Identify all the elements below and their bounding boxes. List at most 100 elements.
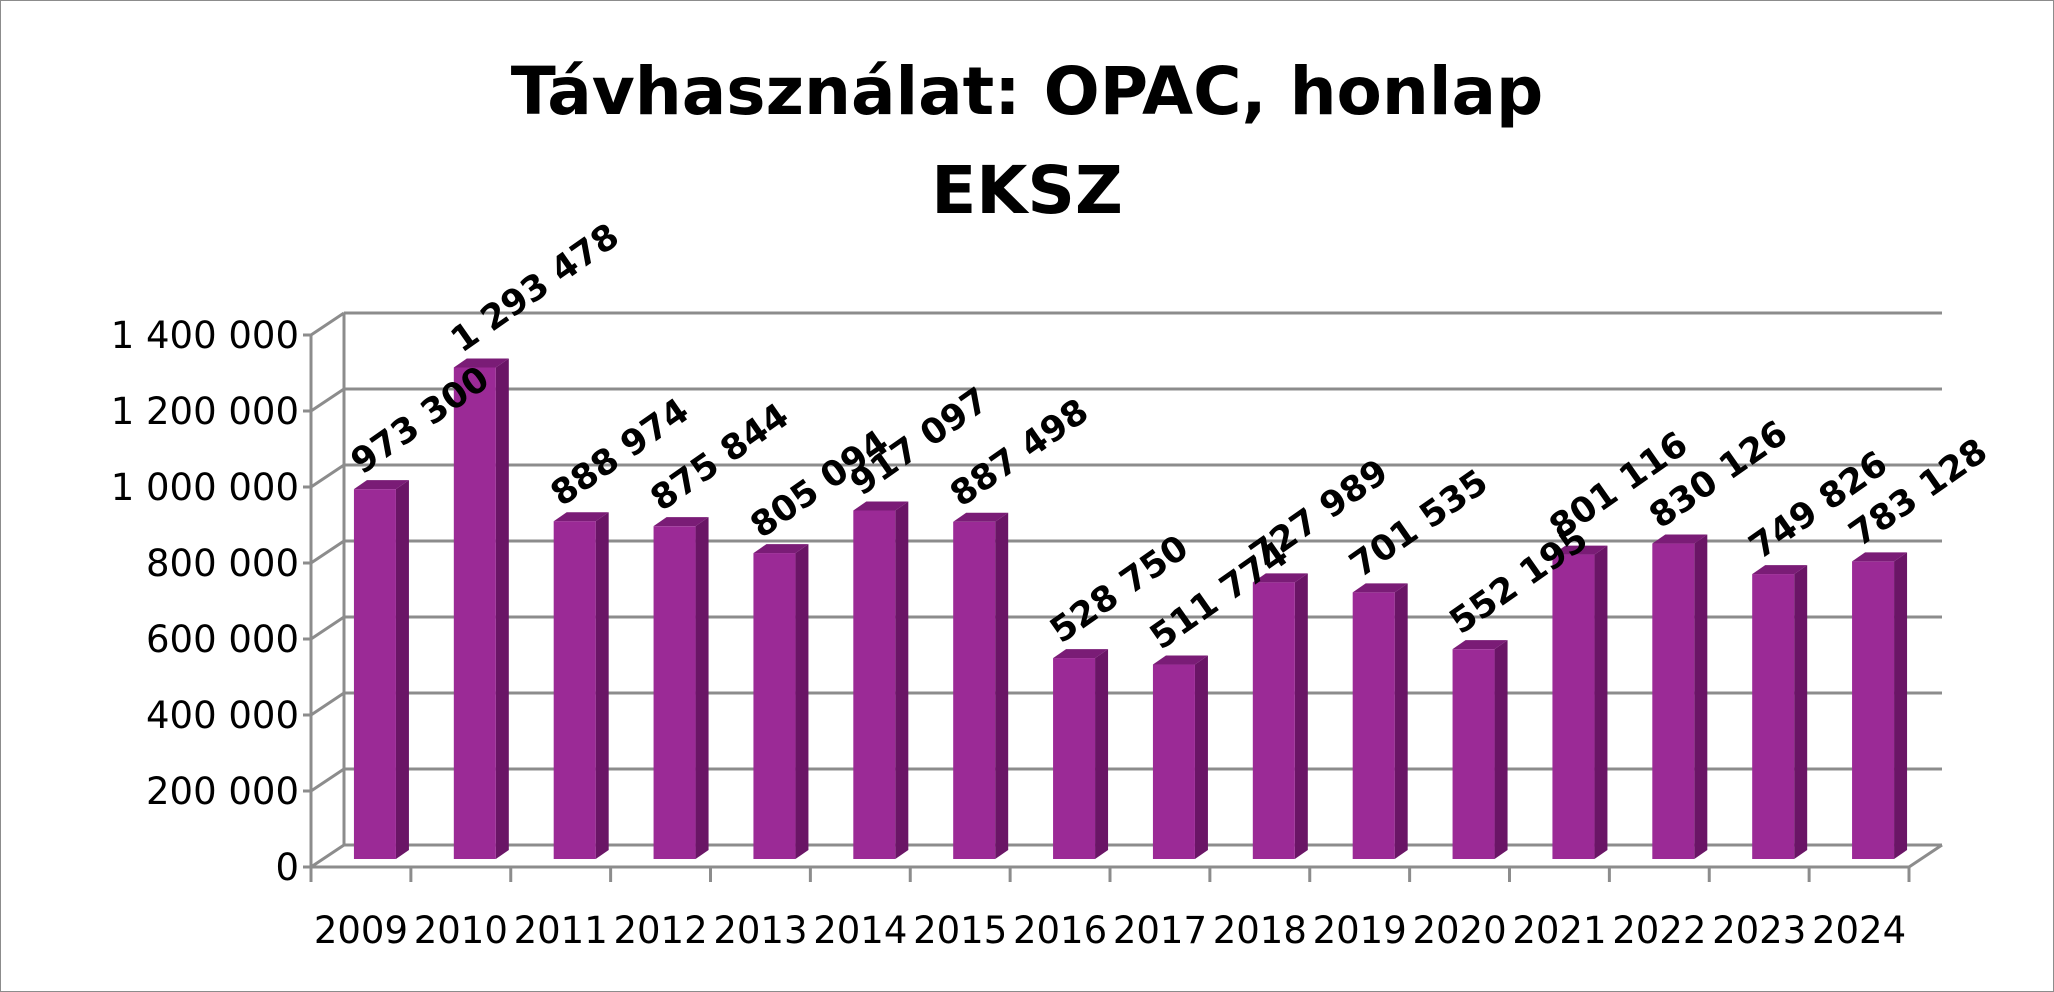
x-tick-label: 2023 (1712, 909, 1806, 952)
bar-top (653, 517, 709, 527)
bars-layer (353, 358, 1908, 859)
bar-top (1652, 534, 1708, 544)
bar-top (1053, 649, 1109, 659)
bar-side (1794, 565, 1808, 859)
bar (1852, 561, 1895, 859)
bar-side (495, 358, 509, 859)
bar (453, 367, 496, 859)
gridline-wall (310, 311, 345, 337)
bar-side (995, 512, 1009, 859)
bar-2019 (1352, 583, 1408, 859)
bar-2009 (353, 480, 409, 859)
gridline-wall (310, 843, 345, 869)
bar-side (1594, 545, 1608, 859)
bar-top (353, 480, 409, 490)
chart-subtitle: EKSZ (931, 152, 1123, 229)
bar-top (753, 544, 809, 554)
bar-top (1452, 640, 1508, 650)
y-tick-label: 0 (275, 846, 299, 889)
bar (1352, 592, 1395, 859)
bar-top (1752, 565, 1808, 575)
x-tick-label: 2016 (1013, 909, 1107, 952)
bar (653, 526, 696, 859)
bar-2012 (653, 517, 709, 859)
bar (353, 489, 396, 859)
y-tick-label: 600 000 (146, 618, 299, 661)
bar-top (853, 501, 909, 511)
x-tick-label: 2019 (1313, 909, 1407, 952)
y-tick-label: 1 000 000 (111, 466, 299, 509)
bar-2010 (453, 358, 509, 859)
bar-2016 (1053, 649, 1109, 859)
bar-side (1894, 552, 1908, 859)
bar-side (1694, 534, 1708, 859)
bar-2014 (853, 501, 909, 859)
x-tick-label: 2021 (1512, 909, 1606, 952)
x-tick-label: 2020 (1412, 909, 1506, 952)
bar-side (1294, 573, 1308, 859)
bar-2015 (953, 512, 1009, 859)
bar-side (595, 512, 609, 859)
bar-2018 (1252, 573, 1308, 859)
x-tick-label: 2024 (1812, 909, 1906, 952)
x-tick-label: 2022 (1612, 909, 1706, 952)
bar-2023 (1752, 565, 1808, 859)
bar (953, 521, 996, 859)
x-tick-label: 2015 (913, 909, 1007, 952)
bar-2022 (1652, 534, 1708, 859)
bar-top (1252, 573, 1308, 583)
bar-top (1352, 583, 1408, 593)
x-tick-label: 2010 (414, 909, 508, 952)
gridline-wall (310, 615, 345, 641)
x-tick-label: 2013 (713, 909, 807, 952)
bar-top (553, 512, 609, 522)
bar-2024 (1852, 552, 1908, 859)
bar-2020 (1452, 640, 1508, 859)
y-tick-label: 200 000 (146, 770, 299, 813)
gridline-wall (310, 539, 345, 565)
bar-top (1552, 545, 1608, 555)
gridline-wall (310, 387, 345, 413)
bar-side (1494, 640, 1508, 859)
gridline-wall (310, 767, 345, 793)
bar-side (795, 544, 809, 859)
bar (753, 553, 796, 859)
bar (1652, 543, 1695, 859)
x-tick-label: 2009 (314, 909, 408, 952)
bar (1752, 574, 1795, 859)
y-tick-label: 1 200 000 (111, 390, 299, 433)
bar-top (1152, 655, 1208, 665)
bar (1053, 658, 1096, 859)
bar (1552, 554, 1595, 859)
bar (1252, 582, 1295, 859)
y-tick-label: 400 000 (146, 694, 299, 737)
bar (553, 521, 596, 859)
bar-top (1852, 552, 1908, 562)
bar-side (695, 517, 709, 859)
x-tick-label: 2017 (1113, 909, 1207, 952)
x-tick-label: 2012 (613, 909, 707, 952)
bar-2011 (553, 512, 609, 859)
bar (1452, 649, 1495, 859)
x-tick-label: 2011 (514, 909, 608, 952)
bar-side (1095, 649, 1109, 859)
bar-2021 (1552, 545, 1608, 859)
bar-top (453, 358, 509, 368)
bar-side (395, 480, 409, 859)
chart-title: Távhasználat: OPAC, honlap (511, 53, 1544, 130)
gridline-wall (310, 691, 345, 717)
y-tick-label: 800 000 (146, 542, 299, 585)
data-label: 1 293 478 (444, 216, 627, 361)
bar-side (1394, 583, 1408, 859)
floor-edge (1908, 843, 1943, 869)
axis-labels-layer: 0 200 000 400 000 600 000 800 000 1 000 000 1 … (111, 314, 1906, 952)
x-tick-label: 2018 (1213, 909, 1307, 952)
x-tick-label: 2014 (813, 909, 907, 952)
bar-2013 (753, 544, 809, 859)
bar-top (953, 512, 1009, 522)
bar (853, 510, 896, 859)
bar-2017 (1152, 655, 1208, 859)
bar-side (895, 501, 909, 859)
